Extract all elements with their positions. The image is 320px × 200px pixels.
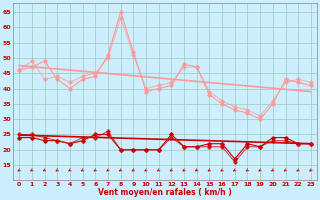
X-axis label: Vent moyen/en rafales ( km/h ): Vent moyen/en rafales ( km/h ): [98, 188, 232, 197]
